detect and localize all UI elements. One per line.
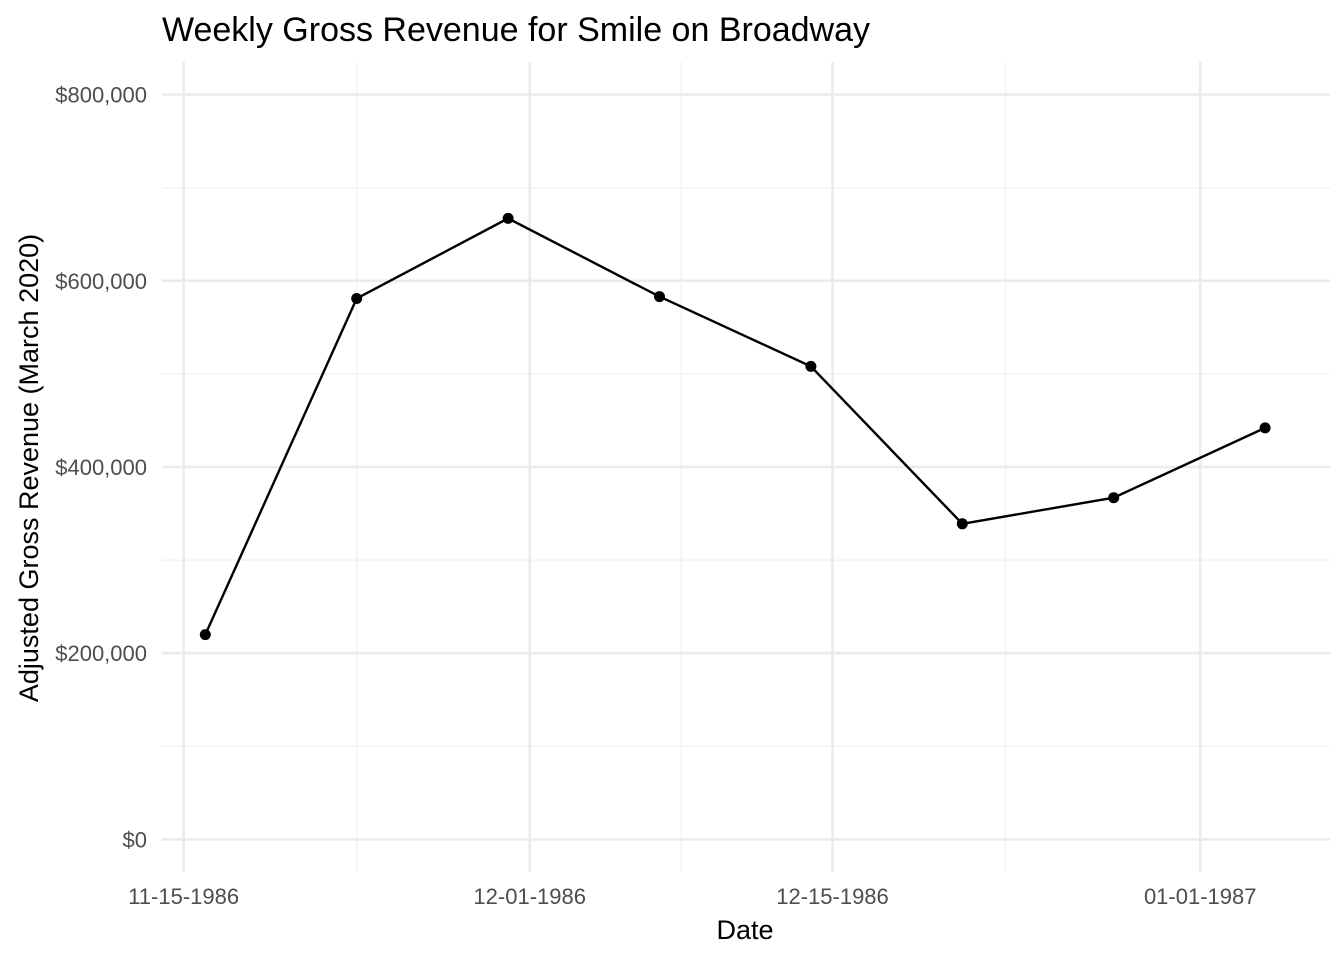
data-point xyxy=(1259,422,1271,434)
data-point xyxy=(654,291,665,303)
y-tick-label: $800,000 xyxy=(55,83,147,108)
y-tick-label: $600,000 xyxy=(55,269,147,294)
tick-labels: $0 $200,000 $400,000 $600,000 $800,000 11-15-… xyxy=(55,83,1256,909)
y-axis-title: Adjusted Gross Revenue (March 2020) xyxy=(14,234,44,702)
data-point xyxy=(956,518,968,530)
data-point xyxy=(199,629,211,641)
x-tick-label: 11-15-1986 xyxy=(128,884,239,909)
series-layer xyxy=(199,212,1271,641)
data-point xyxy=(502,212,514,224)
series-line xyxy=(204,217,1266,636)
x-axis-title: Date xyxy=(716,915,773,945)
x-tick-label: 01-01-1987 xyxy=(1144,884,1257,909)
data-point xyxy=(805,360,817,372)
y-tick-label: $200,000 xyxy=(55,641,147,666)
x-tick-label: 12-01-1986 xyxy=(473,884,586,909)
data-point xyxy=(1108,492,1120,504)
grid xyxy=(162,62,1330,872)
chart-title: Weekly Gross Revenue for Smile on Broadw… xyxy=(162,11,870,49)
data-point xyxy=(351,293,363,304)
x-tick-label: 12-15-1986 xyxy=(776,884,889,909)
y-tick-label: $0 xyxy=(123,827,147,852)
y-tick-label: $400,000 xyxy=(55,455,147,480)
